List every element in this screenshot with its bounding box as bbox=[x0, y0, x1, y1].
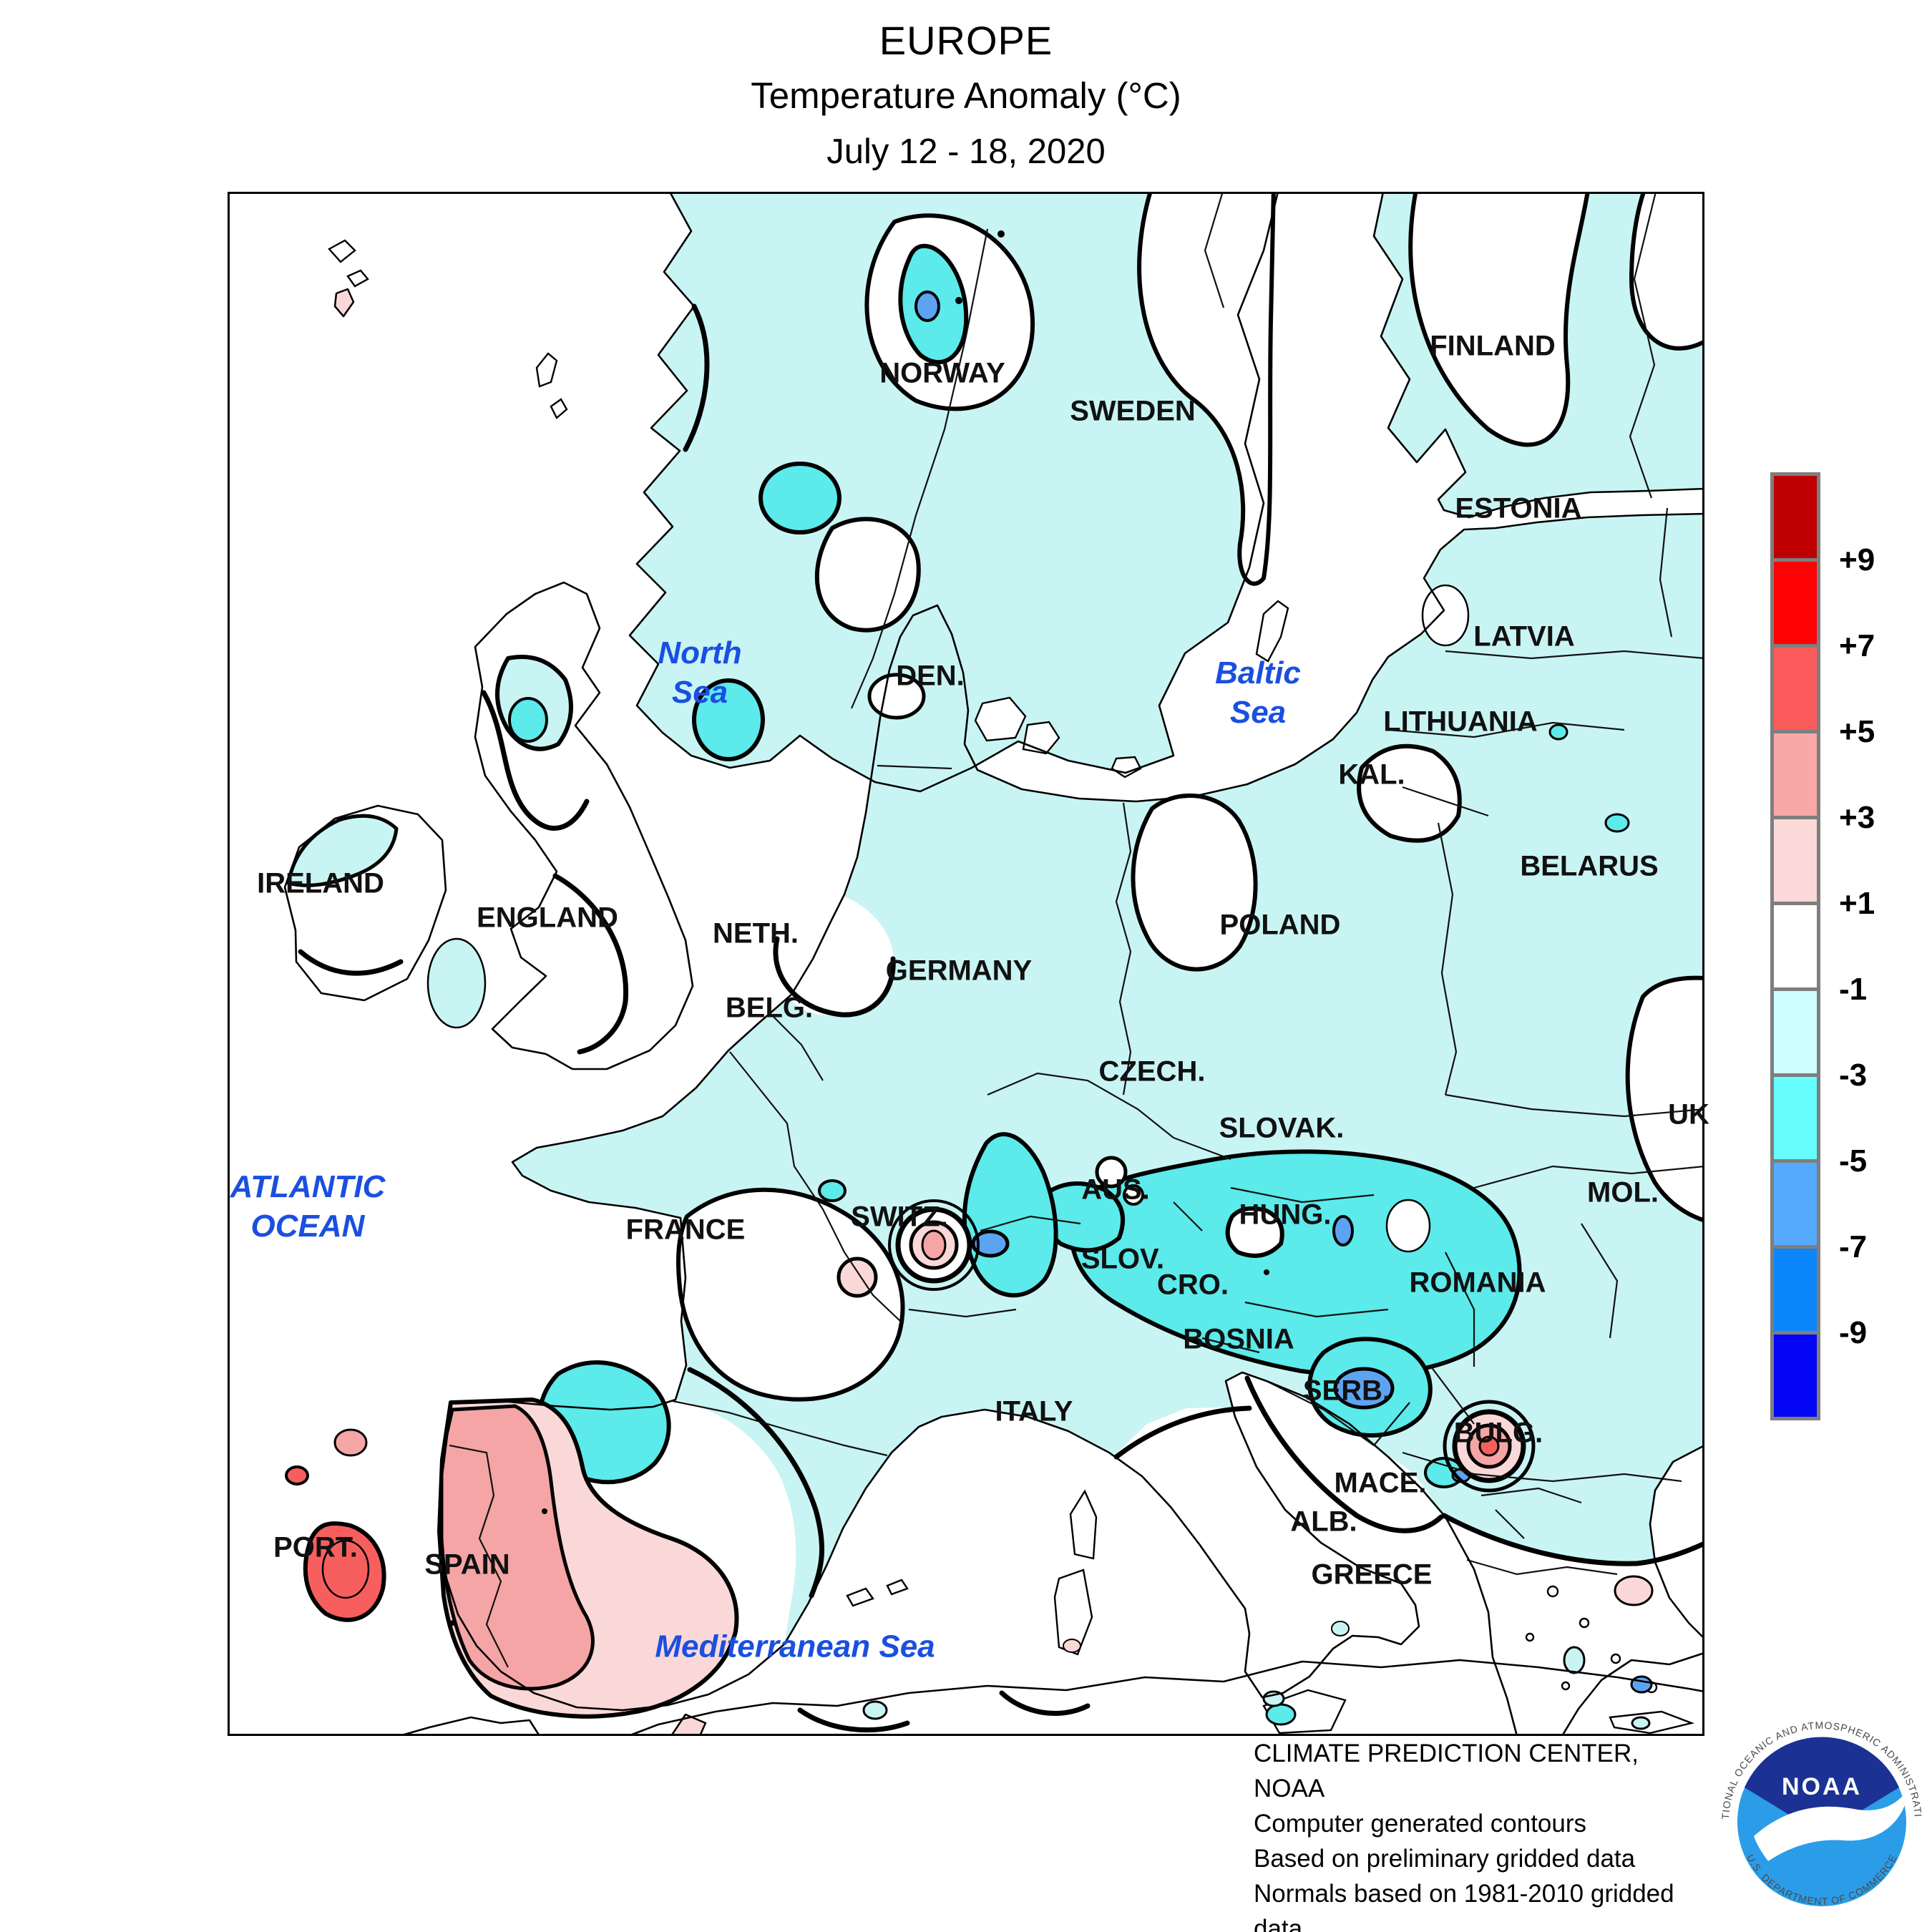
legend-label-+3: +3 bbox=[1839, 800, 1875, 835]
footer-line-4: Normals based on 1981-2010 gridded data bbox=[1254, 1880, 1674, 1932]
footer-credits: CLIMATE PREDICTION CENTER, NOAA Computer … bbox=[1254, 1736, 1712, 1932]
legend-segment-1 bbox=[1770, 558, 1820, 648]
legend-label--9: -9 bbox=[1839, 1315, 1868, 1350]
coastlines bbox=[283, 192, 1704, 1736]
legend-segment-0 bbox=[1770, 472, 1820, 562]
map-frame bbox=[228, 192, 1704, 1736]
legend-segment-7 bbox=[1770, 1073, 1820, 1163]
page-title: EUROPE bbox=[879, 18, 1053, 63]
legend-label--1: -1 bbox=[1839, 972, 1868, 1007]
seagull-icon bbox=[1754, 1786, 1909, 1861]
legend-segment-8 bbox=[1770, 1159, 1820, 1249]
country-borders bbox=[449, 192, 1704, 1668]
legend-label-+7: +7 bbox=[1839, 628, 1875, 663]
logo-acronym: NOAA bbox=[1782, 1773, 1862, 1800]
footer-line-1: CLIMATE PREDICTION CENTER, NOAA bbox=[1254, 1740, 1639, 1802]
legend-segment-6 bbox=[1770, 987, 1820, 1077]
legend-label-+5: +5 bbox=[1839, 714, 1875, 749]
date-range: July 12 - 18, 2020 bbox=[826, 132, 1106, 171]
legend-segment-2 bbox=[1770, 644, 1820, 733]
legend-segment-5 bbox=[1770, 902, 1820, 991]
warm-anomaly-regions bbox=[285, 288, 1654, 1736]
legend-label-+1: +1 bbox=[1839, 886, 1875, 921]
footer-line-3: Based on preliminary gridded data bbox=[1254, 1845, 1636, 1873]
thick-contours bbox=[298, 303, 1704, 1733]
legend-colorbar: +9 +7 +5 +3 +1 -1 -3 -5 -7 -9 bbox=[1770, 472, 1875, 1420]
page-subtitle: Temperature Anomaly (°C) bbox=[751, 75, 1181, 116]
footer-line-2: Computer generated contours bbox=[1254, 1810, 1586, 1838]
legend-segment-10 bbox=[1770, 1331, 1820, 1420]
map-canvas bbox=[228, 192, 1704, 1736]
legend-label--5: -5 bbox=[1839, 1143, 1868, 1179]
legend-segment-9 bbox=[1770, 1245, 1820, 1335]
noaa-logo: NOAA NATIONAL OCEANIC AND ATMOSPHERIC AD… bbox=[1714, 1714, 1929, 1929]
legend-label--7: -7 bbox=[1839, 1229, 1868, 1264]
europe-anomaly-map: FINLAND NORWAY SWEDEN ESTONIA LATVIA LITHUANI… bbox=[228, 192, 1709, 1736]
legend-label-+9: +9 bbox=[1839, 542, 1875, 577]
legend-segment-4 bbox=[1770, 816, 1820, 905]
legend-segment-3 bbox=[1770, 730, 1820, 819]
legend-label--3: -3 bbox=[1839, 1058, 1868, 1093]
contour-dots bbox=[450, 230, 1269, 1626]
